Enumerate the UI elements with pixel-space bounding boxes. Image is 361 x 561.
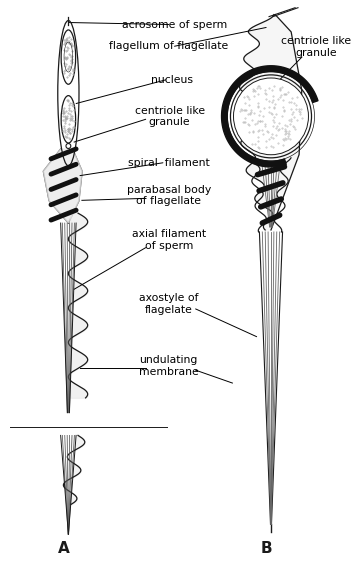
Text: centriole like
granule: centriole like granule (135, 105, 205, 127)
Polygon shape (240, 15, 302, 230)
Text: B: B (260, 541, 272, 557)
Ellipse shape (66, 144, 71, 149)
Text: undulating
membrane: undulating membrane (139, 356, 199, 377)
Polygon shape (222, 66, 318, 167)
Polygon shape (43, 149, 82, 223)
Text: nucleus: nucleus (151, 75, 193, 85)
Text: centriole like
granule: centriole like granule (281, 36, 351, 58)
Text: axial filament
of sperm: axial filament of sperm (132, 229, 206, 251)
Ellipse shape (61, 95, 75, 143)
Text: A: A (58, 541, 69, 557)
Text: axostyle of
flagelate: axostyle of flagelate (139, 293, 199, 315)
Text: parabasal body
of flagellate: parabasal body of flagellate (127, 185, 211, 206)
Text: acrosome of sperm: acrosome of sperm (122, 20, 227, 30)
Ellipse shape (234, 78, 308, 155)
Ellipse shape (61, 30, 75, 84)
Text: flagellum of flagellate: flagellum of flagellate (109, 42, 229, 51)
Text: spiral  filament: spiral filament (128, 158, 210, 168)
